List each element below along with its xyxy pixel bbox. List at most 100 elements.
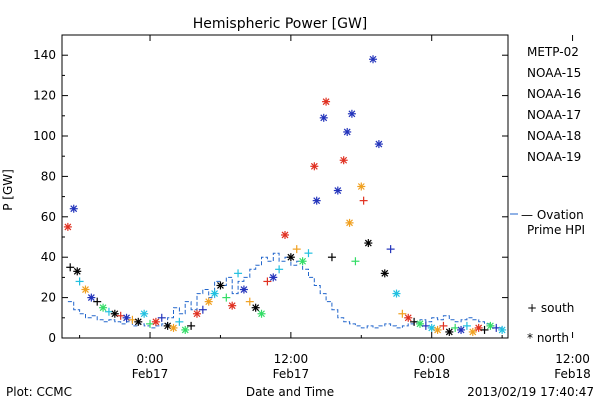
- data-point: [322, 97, 331, 106]
- data-point: [216, 281, 225, 290]
- legend-entry: NOAA-17: [527, 108, 581, 122]
- data-point: [486, 321, 495, 330]
- data-point: [75, 277, 84, 286]
- data-point: [234, 269, 243, 278]
- legend-entry: NOAA-19: [527, 150, 581, 164]
- data-point: [347, 109, 356, 118]
- footer-plot-credit: Plot: CCMC: [6, 385, 72, 399]
- data-point: [492, 323, 501, 332]
- chart-title: Hemispheric Power [GW]: [193, 16, 368, 32]
- data-point: [351, 257, 360, 266]
- data-point: [468, 327, 477, 336]
- data-point: [257, 309, 266, 318]
- y-tick-label: 20: [41, 291, 56, 305]
- legend: METP-02 NOAA-15 NOAA-16 NOAA-17 NOAA-18 NOAA-…: [527, 45, 581, 164]
- data-point: [93, 297, 102, 306]
- data-point: [198, 305, 207, 314]
- data-point: [251, 303, 260, 312]
- marker-help-entry: + south: [527, 301, 574, 315]
- x-tick-time: 12:00: [274, 352, 309, 366]
- marker-help-entry: * north: [527, 331, 569, 345]
- data-point: [275, 265, 284, 274]
- data-point: [169, 323, 178, 332]
- data-point: [310, 162, 319, 171]
- ovation-legend-line2: Prime HPI: [527, 223, 585, 237]
- data-point: [116, 311, 125, 320]
- x-tick-date: Feb17: [273, 367, 310, 381]
- data-point: [157, 313, 166, 322]
- data-point: [345, 218, 354, 227]
- plot-frame: [61, 34, 509, 339]
- x-tick-time: 0:00: [418, 352, 445, 366]
- data-point: [474, 323, 483, 332]
- data-point: [128, 315, 137, 324]
- data-point: [281, 230, 289, 239]
- y-axis: 0 20 40 60 80 100 120 140: [33, 48, 508, 345]
- ovation-legend-line1: — Ovation: [521, 208, 584, 222]
- data-point: [415, 319, 424, 328]
- data-point: [286, 253, 295, 262]
- y-tick-label: 120: [33, 89, 56, 103]
- data-point: [357, 182, 366, 191]
- x-tick-date: Feb18: [413, 367, 450, 381]
- legend-entry: METP-02: [527, 45, 579, 59]
- data-point: [480, 325, 489, 334]
- y-tick-label: 40: [41, 250, 56, 264]
- data-point: [210, 289, 219, 298]
- data-point: [410, 317, 419, 326]
- data-point: [398, 309, 407, 318]
- legend-entry: NOAA-15: [527, 66, 581, 80]
- y-axis-label: P [GW]: [1, 169, 15, 211]
- data-point: [462, 321, 471, 330]
- data-point: [181, 325, 190, 334]
- x-tick-date: Feb18: [554, 367, 591, 381]
- data-point: [222, 293, 231, 302]
- data-point: [445, 327, 454, 336]
- data-point: [427, 323, 436, 332]
- x-axis-label: Date and Time: [246, 385, 334, 399]
- data-point: [457, 325, 466, 334]
- data-point: [433, 325, 442, 334]
- data-point: [245, 297, 254, 306]
- data-point: [327, 253, 336, 262]
- data-point: [239, 285, 248, 294]
- data-point: [63, 222, 72, 231]
- data-point: [319, 113, 328, 122]
- data-point: [204, 297, 213, 306]
- y-tick-label: 60: [41, 210, 56, 224]
- data-point: [163, 321, 172, 330]
- data-point: [134, 317, 143, 326]
- data-point: [146, 319, 155, 328]
- y-tick-label: 140: [33, 48, 56, 62]
- data-point: [151, 317, 160, 326]
- data-point: [498, 325, 507, 334]
- data-point: [312, 196, 321, 205]
- data-point: [187, 321, 196, 330]
- x-tick-time: 0:00: [137, 352, 164, 366]
- y-tick-label: 0: [48, 331, 56, 345]
- data-point: [304, 249, 313, 258]
- data-point: [73, 267, 82, 276]
- data-point: [263, 277, 272, 286]
- data-point: [369, 55, 378, 64]
- data-point: [81, 285, 90, 294]
- ovation-line: [67, 252, 503, 329]
- data-point: [386, 245, 395, 254]
- x-tick-time: 12:00: [555, 352, 590, 366]
- ovation-hpi-series: [67, 252, 503, 329]
- data-point: [269, 273, 278, 282]
- footer-timestamp: 2013/02/19 17:40:47: [467, 385, 594, 399]
- data-point: [343, 127, 352, 136]
- y-tick-label: 80: [41, 169, 56, 183]
- data-point: [122, 313, 131, 322]
- data-point: [451, 323, 460, 332]
- data-point: [104, 307, 113, 316]
- data-point: [192, 309, 201, 318]
- data-point: [110, 309, 119, 318]
- data-point: [374, 140, 383, 149]
- x-tick-date: Feb17: [132, 367, 169, 381]
- data-point: [333, 186, 342, 195]
- legend-entry: NOAA-18: [527, 129, 581, 143]
- data-point: [228, 301, 237, 310]
